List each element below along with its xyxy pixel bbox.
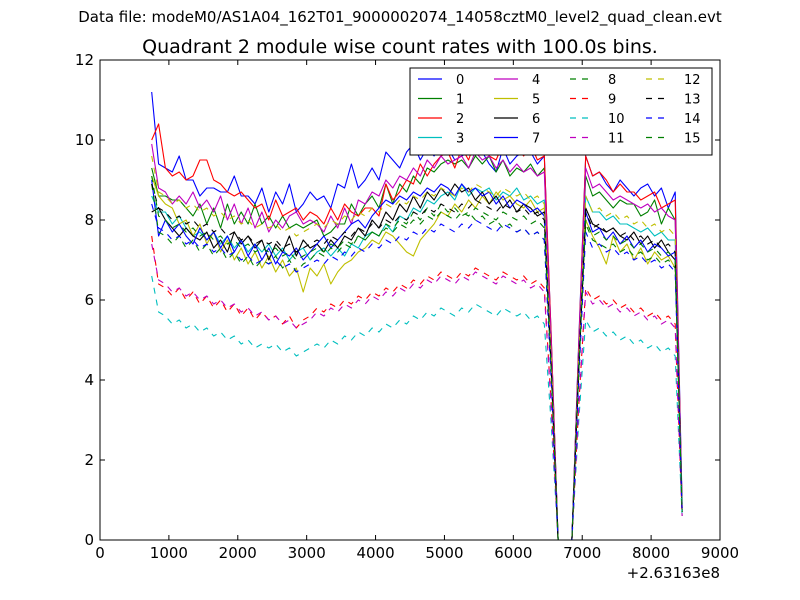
legend-label-15: 15 <box>684 132 701 147</box>
legend-label-6: 6 <box>532 112 540 127</box>
axes: 0 1000 2000 3000 4000 5000 6000 7000 8000 9000 0 2 4… <box>75 51 739 562</box>
y-tick-label-0: 0 <box>84 531 94 549</box>
y-tick-label-5: 10 <box>75 131 94 149</box>
y-tick-label-3: 6 <box>84 291 94 309</box>
legend-frame <box>409 67 713 156</box>
series-line-9 <box>151 235 683 541</box>
x-tick-label-9: 9000 <box>701 544 739 562</box>
x-tick-label-4: 4000 <box>356 544 394 562</box>
x-tick-label-3: 3000 <box>288 544 326 562</box>
series-line-7 <box>151 179 683 541</box>
legend-label-8: 8 <box>608 73 616 88</box>
series-line-8 <box>151 183 683 541</box>
legend-label-9: 9 <box>608 93 616 108</box>
legend-label-5: 5 <box>532 93 540 108</box>
x-offset-label: +2.63163e8 <box>627 564 720 582</box>
series-line-5 <box>151 175 683 541</box>
series-line-12 <box>151 155 683 541</box>
legend-label-10: 10 <box>608 112 625 127</box>
legend-label-11: 11 <box>608 132 625 147</box>
legend-label-0: 0 <box>456 73 464 88</box>
y-tick-label-4: 8 <box>84 211 94 229</box>
x-tick-label-1: 1000 <box>150 544 188 562</box>
series-line-3 <box>151 183 683 541</box>
x-tick-label-0: 0 <box>95 544 105 562</box>
series-line-0 <box>151 91 683 541</box>
legend-label-2: 2 <box>456 112 464 127</box>
y-tick-label-6: 12 <box>75 51 94 69</box>
chart-title: Quadrant 2 module wise count rates with … <box>142 36 658 58</box>
series-line-4 <box>151 143 683 541</box>
series-line-11 <box>151 243 683 541</box>
x-tick-label-2: 2000 <box>219 544 257 562</box>
x-tick-label-8: 8000 <box>632 544 670 562</box>
series-line-2 <box>151 123 683 541</box>
suptitle: Data file: modeM0/AS1A04_162T01_90000020… <box>78 8 722 26</box>
legend-label-14: 14 <box>684 112 701 127</box>
legend-label-13: 13 <box>684 93 701 108</box>
legend-label-12: 12 <box>684 73 701 88</box>
legend-label-4: 4 <box>532 73 540 88</box>
series-line-13 <box>151 183 683 541</box>
legend-label-3: 3 <box>456 132 464 147</box>
series-line-10 <box>151 275 683 541</box>
series-line-14 <box>151 203 683 541</box>
legend-label-1: 1 <box>456 93 464 108</box>
series-line-6 <box>151 183 683 541</box>
x-tick-label-6: 6000 <box>494 544 532 562</box>
y-tick-label-1: 2 <box>84 451 94 469</box>
y-tick-label-2: 4 <box>84 371 94 389</box>
plot-lines <box>151 91 683 541</box>
series-line-1 <box>151 155 683 541</box>
legend-label-7: 7 <box>532 132 540 147</box>
series-line-15 <box>151 175 683 541</box>
x-tick-label-7: 7000 <box>563 544 601 562</box>
x-tick-label-5: 5000 <box>425 544 463 562</box>
